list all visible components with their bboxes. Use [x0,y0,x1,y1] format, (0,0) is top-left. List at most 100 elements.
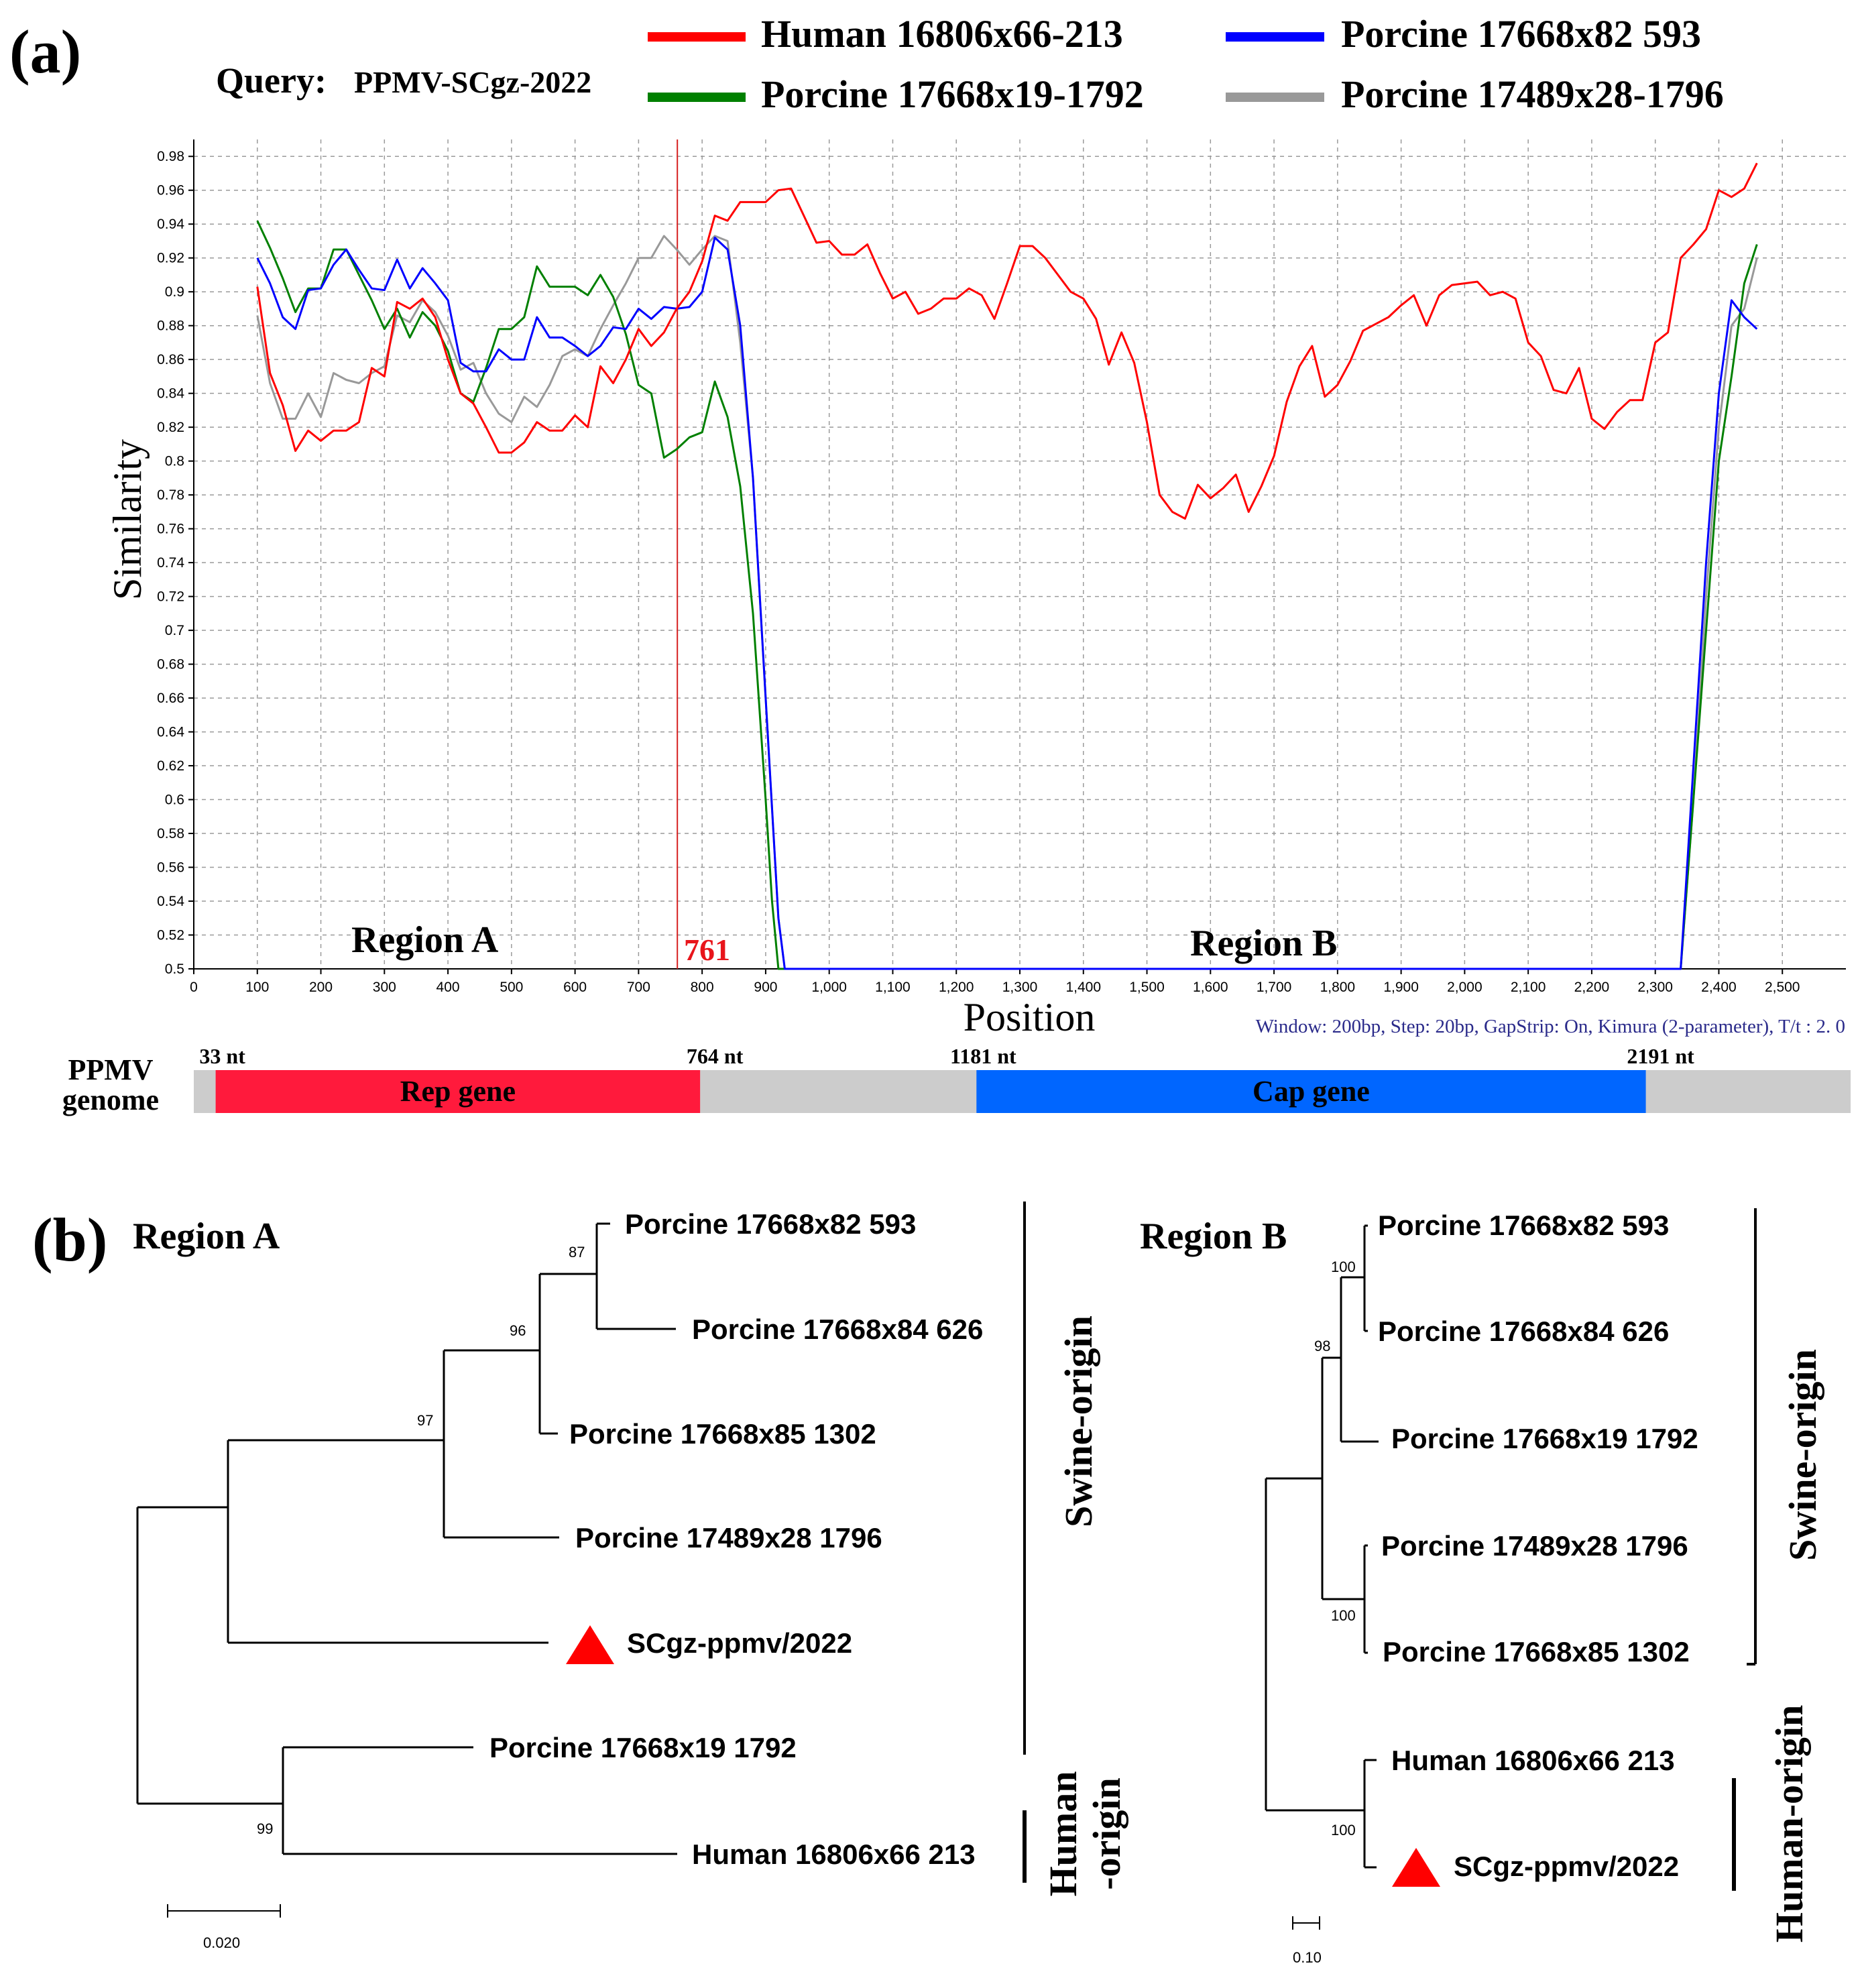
tree-b-leaf: Porcine 17489x28 1796 [1381,1530,1688,1562]
y-tick-label: 0.62 [157,758,184,774]
y-tick-label: 0.54 [157,894,184,909]
similarity-series [256,162,1758,970]
series-line-porcine-17668x82-593 [256,236,1758,970]
tree-b-human-origin-label: Human-origin [1767,1705,1811,1943]
tree-a-human-origin-label-1: Human [1041,1771,1085,1897]
x-tick-label: 1,100 [875,980,911,995]
tree-a-swine-origin-label: Swine-origin [1057,1315,1100,1527]
x-tick-label: 1,300 [1002,980,1038,995]
x-tick-label: 0 [190,980,198,995]
y-tick-label: 0.68 [157,657,184,673]
x-tick-label: 400 [437,980,460,995]
x-tick-label: 2,100 [1511,980,1546,995]
query-triangle-marker [1392,1848,1440,1887]
tree-b-leaf: Porcine 17668x85 1302 [1383,1636,1690,1668]
x-tick-label: 900 [754,980,777,995]
y-tick-label: 0.76 [157,522,184,537]
y-tick-label: 0.74 [157,555,184,571]
tree-b-leaf: Porcine 17668x84 626 [1378,1315,1669,1347]
y-tick-label: 0.64 [157,725,184,740]
tree-a-scale-value: 0.020 [203,1934,240,1951]
tree-a-title: Region A [133,1216,280,1257]
panel-b-label: (b) [32,1206,107,1274]
genome-label-genome: genome [62,1084,159,1116]
breakpoint-label: 761 [684,933,730,967]
x-tick-label: 1,600 [1193,980,1228,995]
y-tick-label: 0.58 [157,826,184,841]
phylogenetic-tree-region-b: Region B Porcine 17668x82 593 Porcine 17… [1140,1208,1824,1966]
x-tick-label: 1,000 [811,980,847,995]
tree-b-bootstrap: 100 [1331,1259,1356,1275]
x-tick-label: 1,900 [1383,980,1419,995]
y-tick-label: 0.8 [165,454,184,469]
x-tick-label: 1,400 [1065,980,1101,995]
tree-a-leaf: Porcine 17668x85 1302 [569,1418,876,1450]
x-tick-label: 600 [563,980,587,995]
y-tick-label: 0.94 [157,217,184,232]
tree-b-leaf: SCgz-ppmv/2022 [1454,1851,1679,1882]
x-tick-label: 200 [309,980,333,995]
cap-gene-start-label: 1181 nt [950,1044,1016,1068]
x-tick-label: 2,200 [1574,980,1610,995]
phylogenetic-tree-region-a: Region A Porcine 17668x82 593 Porcine 17… [133,1202,1128,1951]
similarity-plot: 0.5 0.52 0.54 0.56 0.58 0.6 0.62 0.64 0.66 0.68 0.… [157,139,1846,995]
y-tick-label: 0.98 [157,149,184,164]
y-tick-label: 0.56 [157,860,184,876]
panel-a-label: (a) [9,17,81,86]
chart-legend: Human 16806x66-213 Porcine 17668x19-1792… [648,12,1724,116]
legend-label-human-16806x66-213: Human 16806x66-213 [761,12,1123,56]
rep-gene-start-label: 33 nt [199,1044,245,1068]
tree-b-scale-value: 0.10 [1293,1949,1322,1966]
x-tick-label: 1,700 [1257,980,1292,995]
y-tick-label: 0.5 [165,961,184,977]
series-line-porcine-17668x19-1792 [256,220,1758,970]
tree-a-leaf: Porcine 17489x28 1796 [575,1522,882,1554]
x-tick-label: 800 [691,980,714,995]
tree-b-bootstrap: 100 [1331,1822,1356,1838]
rep-gene-name: Rep gene [400,1075,516,1108]
y-axis-title: Similarity [105,439,150,600]
x-tick-label: 1,200 [939,980,974,995]
y-tick-label: 0.72 [157,589,184,605]
x-tick-label: 2,000 [1447,980,1482,995]
tree-a-leaf: SCgz-ppmv/2022 [627,1627,852,1659]
series-line-human-16806x66-213 [256,162,1758,520]
x-tick-label: 2,300 [1637,980,1673,995]
y-tick-label: 0.92 [157,251,184,266]
tree-b-scale-bar [1292,1916,1320,1930]
tree-b-branches [1265,1224,1379,1869]
plot-grid [194,139,1846,969]
y-tick-label: 0.52 [157,928,184,943]
tree-b-swine-origin-label: Swine-origin [1781,1349,1824,1561]
cap-gene-name: Cap gene [1253,1075,1370,1108]
legend-label-porcine-17668x82-593: Porcine 17668x82 593 [1341,12,1701,56]
y-tick-label: 0.7 [165,623,184,638]
y-tick-label: 0.6 [165,793,184,808]
tree-a-leaf: Porcine 17668x19 1792 [489,1732,797,1763]
genome-label-ppmv: PPMV [68,1053,153,1086]
y-tick-label: 0.96 [157,183,184,198]
x-tick-label: 2,500 [1765,980,1800,995]
cap-gene-bar [976,1070,1646,1113]
ppmv-genome-map: PPMV genome Rep gene Cap gene 33 nt 764 … [62,1044,1851,1116]
tree-a-branches [136,1222,677,1855]
region-b-label: Region B [1190,923,1337,964]
query-name: PPMV-SCgz-2022 [354,65,591,99]
tree-a-leaf: Human 16806x66 213 [692,1838,976,1870]
tree-b-leaf: Human 16806x66 213 [1391,1745,1675,1776]
x-tick-label: 700 [627,980,650,995]
y-tick-label: 0.88 [157,318,184,334]
legend-label-porcine-17489x28-1796: Porcine 17489x28-1796 [1341,72,1724,116]
x-tick-label: 500 [500,980,523,995]
tree-a-bootstrap: 87 [569,1244,585,1261]
y-tick-label: 0.66 [157,691,184,706]
region-a-label: Region A [351,919,499,961]
y-tick-label: 0.78 [157,487,184,503]
y-tick-label: 0.84 [157,386,184,402]
tree-a-human-origin-label-2: -origin [1085,1777,1128,1890]
tree-a-bootstrap: 97 [417,1412,433,1429]
tree-a-leaf: Porcine 17668x82 593 [625,1208,916,1240]
query-prefix: Query: [216,60,327,101]
y-axis-ticks: 0.5 0.52 0.54 0.56 0.58 0.6 0.62 0.64 0.66 0.68 0.… [157,149,194,977]
